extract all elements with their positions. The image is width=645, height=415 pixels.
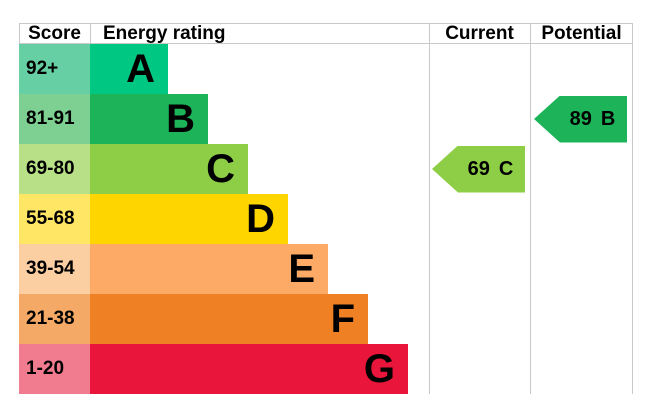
band-letter: G xyxy=(363,347,395,391)
table-row: 81-91 B xyxy=(19,94,633,144)
band-bar: C xyxy=(90,144,248,194)
band-score: 55-68 xyxy=(19,194,90,244)
current-rating-value: 69 xyxy=(467,157,490,180)
band-score: 69-80 xyxy=(19,144,90,194)
potential-rating-letter: B xyxy=(600,107,616,130)
table-row: 92+ A xyxy=(19,44,633,94)
table-row: 55-68 D xyxy=(19,194,633,244)
current-column-header: Current xyxy=(445,23,514,44)
table-row: 1-20 G xyxy=(19,344,633,394)
band-bar: B xyxy=(90,94,208,144)
potential-column-header: Potential xyxy=(541,23,622,44)
right-border-divider xyxy=(632,23,633,394)
band-bar: D xyxy=(90,194,288,244)
band-bar: A xyxy=(90,44,168,94)
table-row: 39-54 E xyxy=(19,244,633,294)
header-left-divider xyxy=(19,23,20,44)
band-letter: D xyxy=(246,197,275,241)
table-row: 21-38 F xyxy=(19,294,633,344)
band-letter: B xyxy=(166,97,195,141)
band-letter: E xyxy=(288,247,315,291)
energy-rating-column-header: Energy rating xyxy=(103,23,226,44)
current-column-divider xyxy=(429,23,430,394)
band-bar: F xyxy=(90,294,368,344)
table-row: 69-80 C xyxy=(19,144,633,194)
band-score: 92+ xyxy=(19,44,90,94)
band-score: 81-91 xyxy=(19,94,90,144)
potential-column-divider xyxy=(530,23,531,394)
band-score: 1-20 xyxy=(19,344,90,394)
band-score: 39-54 xyxy=(19,244,90,294)
potential-rating-value: 89 xyxy=(569,107,592,130)
band-score: 21-38 xyxy=(19,294,90,344)
score-column-header: Score xyxy=(28,23,81,44)
current-rating-letter: C xyxy=(498,157,514,180)
score-column-divider xyxy=(90,23,91,44)
epc-rating-chart: Score Energy rating Current Potential 92… xyxy=(19,23,633,394)
chart-header-row: Score Energy rating Current Potential xyxy=(19,23,633,44)
band-letter: A xyxy=(126,47,155,91)
band-letter: C xyxy=(206,147,235,191)
band-letter: F xyxy=(330,297,355,341)
band-bar: G xyxy=(90,344,408,394)
band-bar: E xyxy=(90,244,328,294)
rating-bands: 92+ A 81-91 B 69-80 C 55-68 D 39-54 E 21… xyxy=(19,44,633,394)
